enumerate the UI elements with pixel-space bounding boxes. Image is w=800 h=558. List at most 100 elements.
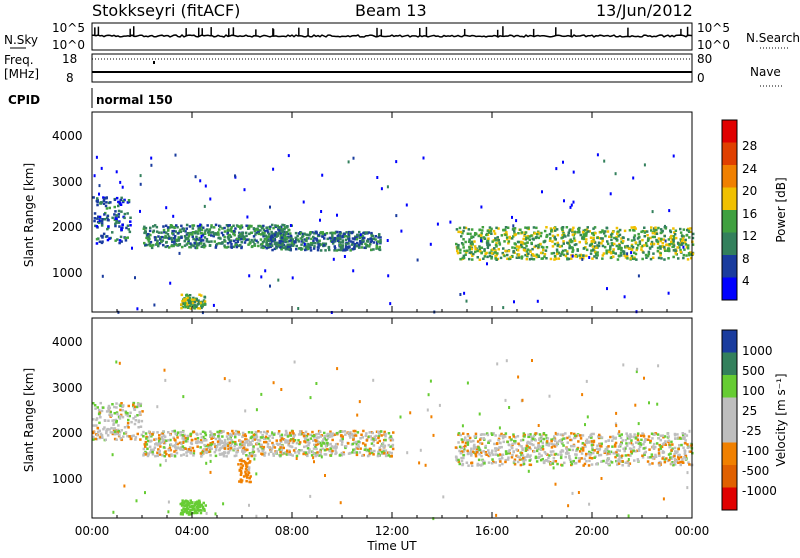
data-cell bbox=[102, 196, 105, 199]
data-cell bbox=[262, 228, 266, 231]
data-cell bbox=[687, 461, 690, 464]
data-cell bbox=[674, 249, 677, 253]
data-cell bbox=[326, 437, 330, 440]
data-cell bbox=[640, 248, 643, 251]
data-cell bbox=[275, 450, 278, 453]
data-cell bbox=[230, 242, 233, 246]
data-cell bbox=[183, 504, 187, 508]
data-cell bbox=[384, 452, 387, 455]
data-cell bbox=[554, 257, 558, 261]
data-cell bbox=[228, 441, 232, 444]
data-cell bbox=[211, 441, 215, 444]
data-cell bbox=[512, 251, 515, 254]
data-cell bbox=[183, 501, 186, 505]
data-cell bbox=[494, 237, 497, 240]
data-cell bbox=[162, 430, 165, 433]
data-cell bbox=[630, 251, 633, 255]
data-cell bbox=[272, 445, 275, 448]
data-cell bbox=[667, 453, 671, 456]
data-cell bbox=[545, 459, 549, 462]
data-cell bbox=[247, 454, 250, 458]
data-cell bbox=[159, 445, 162, 448]
nsky-label: N.Sky bbox=[4, 33, 38, 47]
data-cell bbox=[241, 440, 244, 444]
data-cell bbox=[283, 224, 286, 227]
data-cell bbox=[167, 439, 170, 442]
data-cell bbox=[644, 438, 647, 442]
data-cell bbox=[470, 464, 474, 467]
data-cell bbox=[104, 438, 107, 441]
data-cell bbox=[251, 448, 255, 451]
data-cell bbox=[195, 305, 198, 309]
data-cell bbox=[286, 240, 289, 243]
data-cell bbox=[113, 432, 116, 435]
data-cell bbox=[535, 236, 538, 239]
data-cell bbox=[239, 458, 243, 462]
data-cell bbox=[143, 443, 146, 446]
data-cell bbox=[427, 393, 430, 397]
data-cell bbox=[557, 257, 561, 260]
data-cell bbox=[196, 230, 199, 234]
data-cell bbox=[186, 296, 189, 300]
data-cell bbox=[641, 454, 644, 457]
data-cell bbox=[599, 231, 603, 234]
data-cell bbox=[221, 441, 224, 445]
data-cell bbox=[107, 226, 110, 230]
data-cell bbox=[149, 451, 152, 454]
data-cell bbox=[680, 443, 683, 447]
data-cell bbox=[259, 229, 262, 232]
data-cell bbox=[319, 441, 322, 445]
data-cell bbox=[123, 426, 127, 429]
data-cell bbox=[267, 452, 270, 456]
nsky-line bbox=[91, 33, 693, 38]
data-cell bbox=[389, 445, 392, 448]
data-cell bbox=[136, 432, 139, 436]
data-cell bbox=[483, 255, 487, 258]
data-cell bbox=[588, 453, 591, 456]
data-cell bbox=[466, 232, 470, 235]
data-cell bbox=[683, 452, 687, 455]
data-cell bbox=[361, 235, 365, 238]
data-cell bbox=[270, 244, 274, 247]
data-cell bbox=[573, 436, 577, 439]
data-cell bbox=[305, 239, 308, 242]
data-cell bbox=[515, 219, 518, 223]
data-cell bbox=[614, 455, 617, 459]
data-cell bbox=[684, 238, 687, 242]
data-cell bbox=[644, 446, 647, 449]
data-cell bbox=[185, 294, 188, 297]
data-cell bbox=[161, 440, 165, 443]
data-cell bbox=[267, 231, 270, 234]
data-cell bbox=[667, 249, 671, 252]
data-cell bbox=[157, 437, 161, 440]
data-cell bbox=[222, 454, 226, 458]
data-cell bbox=[193, 502, 197, 506]
data-cell bbox=[678, 444, 681, 447]
data-cell bbox=[235, 245, 239, 249]
data-cell bbox=[472, 447, 476, 450]
data-cell bbox=[670, 462, 673, 466]
data-cell bbox=[356, 413, 359, 417]
data-cell bbox=[347, 442, 350, 445]
data-cell bbox=[196, 224, 200, 228]
data-cell bbox=[129, 216, 132, 219]
data-cell bbox=[183, 244, 187, 247]
data-cell bbox=[655, 232, 659, 235]
data-cell bbox=[568, 435, 571, 438]
data-cell bbox=[356, 431, 360, 434]
data-cell bbox=[648, 401, 650, 405]
data-cell bbox=[581, 235, 584, 239]
data-cell bbox=[248, 480, 251, 484]
data-cell bbox=[659, 239, 662, 243]
data-cell bbox=[196, 504, 200, 507]
data-cell bbox=[611, 243, 614, 247]
data-cell bbox=[578, 457, 581, 460]
data-cell bbox=[582, 229, 585, 232]
data-cell bbox=[672, 255, 675, 259]
data-cell bbox=[612, 437, 615, 440]
x-tick-label-1: 04:00 bbox=[175, 524, 210, 538]
data-cell bbox=[165, 206, 168, 210]
data-cell bbox=[120, 402, 123, 405]
power-colorbar-cell bbox=[722, 210, 737, 233]
data-cell bbox=[563, 437, 567, 440]
